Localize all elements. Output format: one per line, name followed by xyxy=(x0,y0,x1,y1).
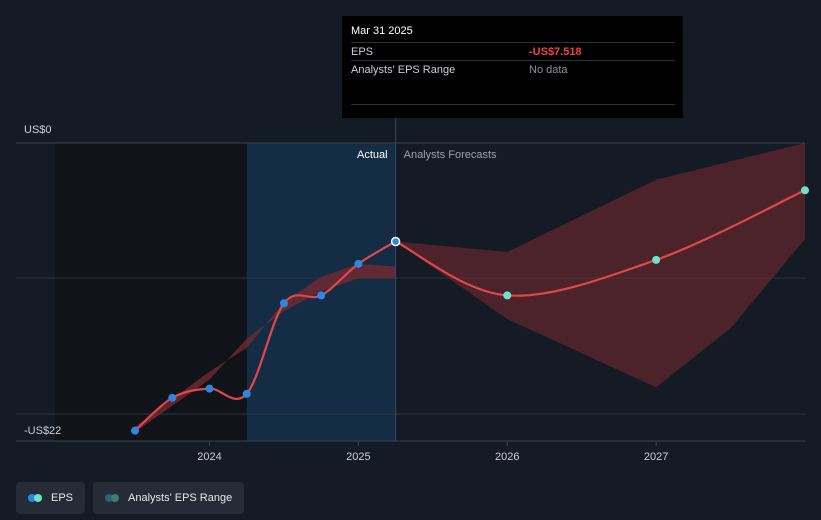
y-axis-label-bottom: -US$22 xyxy=(24,425,61,437)
forecast-region-label: Analysts Forecasts xyxy=(404,149,497,161)
eps-forecast-line xyxy=(395,189,806,297)
eps-actual-line xyxy=(134,240,397,432)
chart-legend: EPS Analysts' EPS Range xyxy=(16,482,245,514)
eps-point-actual xyxy=(242,389,251,398)
legend-eps-button[interactable]: EPS xyxy=(16,482,86,514)
legend-range-button[interactable]: Analysts' EPS Range xyxy=(93,482,245,514)
eps-point-actual xyxy=(168,393,177,402)
legend-range-label: Analysts' EPS Range xyxy=(128,492,233,504)
eps-point-actual xyxy=(279,299,288,308)
actual-region-label: Actual xyxy=(357,149,388,161)
eps-point-actual xyxy=(205,384,214,393)
x-tick-label: 2025 xyxy=(346,451,370,463)
eps-point-actual xyxy=(131,426,140,435)
data-tooltip: Mar 31 2025 EPS -US$7.518 Analysts' EPS … xyxy=(342,16,683,118)
x-tick-label: 2027 xyxy=(644,451,668,463)
tooltip-eps-value: -US$7.518 xyxy=(529,45,582,58)
tooltip-row-range: Analysts' EPS Range No data xyxy=(351,60,675,78)
past-shade-region xyxy=(55,143,247,441)
tooltip-divider xyxy=(351,104,675,105)
eps-legend-icon xyxy=(28,493,44,503)
eps-point-current xyxy=(390,236,401,247)
tooltip-range-value: No data xyxy=(529,63,568,76)
range-legend-icon xyxy=(105,493,121,503)
tooltip-row-eps: EPS -US$7.518 xyxy=(351,42,675,60)
x-tick-label: 2026 xyxy=(495,451,519,463)
tooltip-eps-label: EPS xyxy=(351,45,374,58)
y-axis-label-top: US$0 xyxy=(24,124,52,136)
forecast-range-band xyxy=(395,143,805,388)
tooltip-range-label: Analysts' EPS Range xyxy=(351,63,456,76)
eps-point-forecast xyxy=(652,255,661,264)
x-tick-label: 2024 xyxy=(197,451,221,463)
eps-point-forecast xyxy=(503,291,512,300)
legend-eps-label: EPS xyxy=(51,492,74,504)
tooltip-date: Mar 31 2025 xyxy=(351,25,413,37)
eps-point-actual xyxy=(317,291,326,300)
eps-point-actual xyxy=(354,259,363,268)
eps-point-forecast xyxy=(801,186,809,195)
